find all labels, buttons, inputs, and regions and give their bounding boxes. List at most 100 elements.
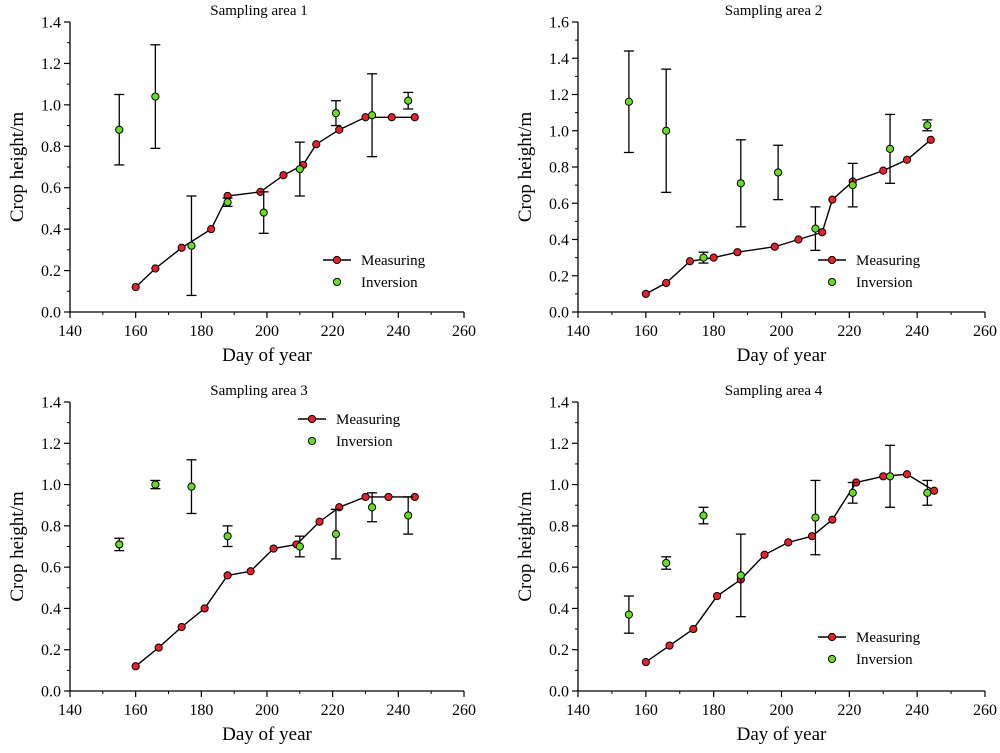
y-tick-label: 0.2 xyxy=(41,263,61,280)
inversion-point xyxy=(115,540,124,549)
inversion-point xyxy=(223,198,232,207)
y-axis-title: Crop height/m xyxy=(7,491,28,602)
measuring-point xyxy=(712,591,722,601)
y-tick-label: 0.2 xyxy=(549,268,569,285)
x-axis-title: Day of year xyxy=(737,345,827,366)
y-tick-label: 1.0 xyxy=(549,123,569,140)
y-tick-label: 0.8 xyxy=(41,518,61,535)
inversion-point xyxy=(151,92,160,101)
legend-marker xyxy=(332,277,342,287)
inversion-point xyxy=(848,181,857,190)
y-tick-label: 0.8 xyxy=(549,160,569,177)
x-tick-label: 180 xyxy=(189,323,213,340)
measuring-point xyxy=(641,289,650,298)
x-tick-label: 140 xyxy=(58,323,82,340)
legend: Measuring Inversion xyxy=(298,412,401,450)
x-tick-label: 200 xyxy=(770,323,794,340)
measuring-point xyxy=(151,264,160,273)
x-tick-label: 180 xyxy=(702,323,726,340)
measuring-point xyxy=(733,248,742,257)
x-tick-label: 260 xyxy=(452,702,476,719)
x-tick-label: 140 xyxy=(566,323,590,340)
inversion-point xyxy=(151,480,160,489)
measuring-point xyxy=(207,225,216,234)
y-tick-label: 0.4 xyxy=(41,222,61,239)
measuring-point xyxy=(879,472,888,481)
panel-3: Sampling area 3 140 160 180 200 220 240 260 0.0 0… xyxy=(7,383,476,745)
legend-label: Inversion xyxy=(361,275,418,291)
legend-marker xyxy=(827,255,837,265)
x-tick-label: 240 xyxy=(905,323,929,340)
legend-label: Inversion xyxy=(336,434,393,450)
y-tick-label: 0.0 xyxy=(549,305,569,322)
inversion-point xyxy=(187,482,196,491)
measuring-point xyxy=(315,517,324,526)
y-axis-title: Crop height/m xyxy=(7,112,28,223)
measuring-point xyxy=(312,140,321,149)
y-tick-label: 1.0 xyxy=(549,477,569,494)
panel-title: Sampling area 2 xyxy=(725,3,822,19)
x-tick-label: 260 xyxy=(973,702,997,719)
measuring-line xyxy=(645,139,932,295)
inversion-point xyxy=(885,144,895,153)
x-axis-title: Day of year xyxy=(222,345,312,366)
x-tick-label: 260 xyxy=(973,323,997,340)
panel-1: Sampling area 1 140 160 180 200 220 240 260 0.0 0… xyxy=(7,3,476,366)
inversion-point xyxy=(223,532,232,541)
measuring-point xyxy=(384,492,393,502)
y-tick-label: 1.4 xyxy=(41,395,61,412)
legend-marker xyxy=(307,414,317,424)
y-tick-label: 0.4 xyxy=(549,601,569,618)
inversion-point xyxy=(736,179,745,188)
inversion-point xyxy=(774,168,783,177)
inversion-point xyxy=(923,488,932,497)
x-tick-label: 220 xyxy=(321,323,345,340)
inversion-point xyxy=(736,571,745,580)
measuring-point xyxy=(131,662,140,671)
y-tick-label: 1.2 xyxy=(549,87,569,104)
x-tick-label: 140 xyxy=(566,702,590,719)
inversion-point xyxy=(699,253,708,262)
x-tick-label: 160 xyxy=(124,702,148,719)
inversion-point xyxy=(885,472,895,481)
x-tick-label: 160 xyxy=(634,323,658,340)
x-tick-label: 140 xyxy=(58,702,82,719)
x-tick-label: 200 xyxy=(255,702,279,719)
measuring-point xyxy=(818,228,827,237)
legend-marker xyxy=(307,436,317,446)
legend-label: Measuring xyxy=(856,253,921,269)
inversion-point xyxy=(662,558,671,568)
legend-label: Inversion xyxy=(856,275,913,291)
x-tick-label: 220 xyxy=(837,323,861,340)
x-tick-label: 180 xyxy=(702,702,726,719)
legend-label: Inversion xyxy=(856,652,913,668)
measuring-point xyxy=(335,125,344,134)
x-tick-label: 220 xyxy=(837,702,861,719)
y-tick-label: 1.4 xyxy=(549,395,569,412)
inversion-point xyxy=(662,126,671,135)
measuring-point xyxy=(641,658,650,667)
series-inversion xyxy=(114,459,414,560)
panel-4: Sampling area 4 140 160 180 200 220 240 260 0.0 0… xyxy=(515,383,997,745)
measuring-point xyxy=(246,567,255,576)
measuring-point xyxy=(177,243,186,252)
y-tick-label: 1.2 xyxy=(549,436,569,453)
y-tick-label: 0.4 xyxy=(41,601,61,618)
legend-label: Measuring xyxy=(856,630,921,646)
measuring-point xyxy=(665,641,674,650)
measuring-point xyxy=(269,544,278,553)
inversion-point xyxy=(811,513,820,522)
y-tick-label: 0.0 xyxy=(41,684,61,701)
panel-2: Sampling area 2 140 160 180 200 220 240 260 0.0 0… xyxy=(515,3,997,366)
inversion-point xyxy=(367,503,377,512)
y-tick-label: 0.6 xyxy=(549,560,569,577)
y-tick-label: 0.2 xyxy=(41,642,61,659)
inversion-point xyxy=(699,511,708,520)
y-tick-label: 1.4 xyxy=(41,15,61,32)
measuring-point xyxy=(902,155,912,164)
measuring-point xyxy=(410,113,419,122)
measuring-point xyxy=(794,235,803,244)
y-tick-label: 0.0 xyxy=(41,305,61,322)
